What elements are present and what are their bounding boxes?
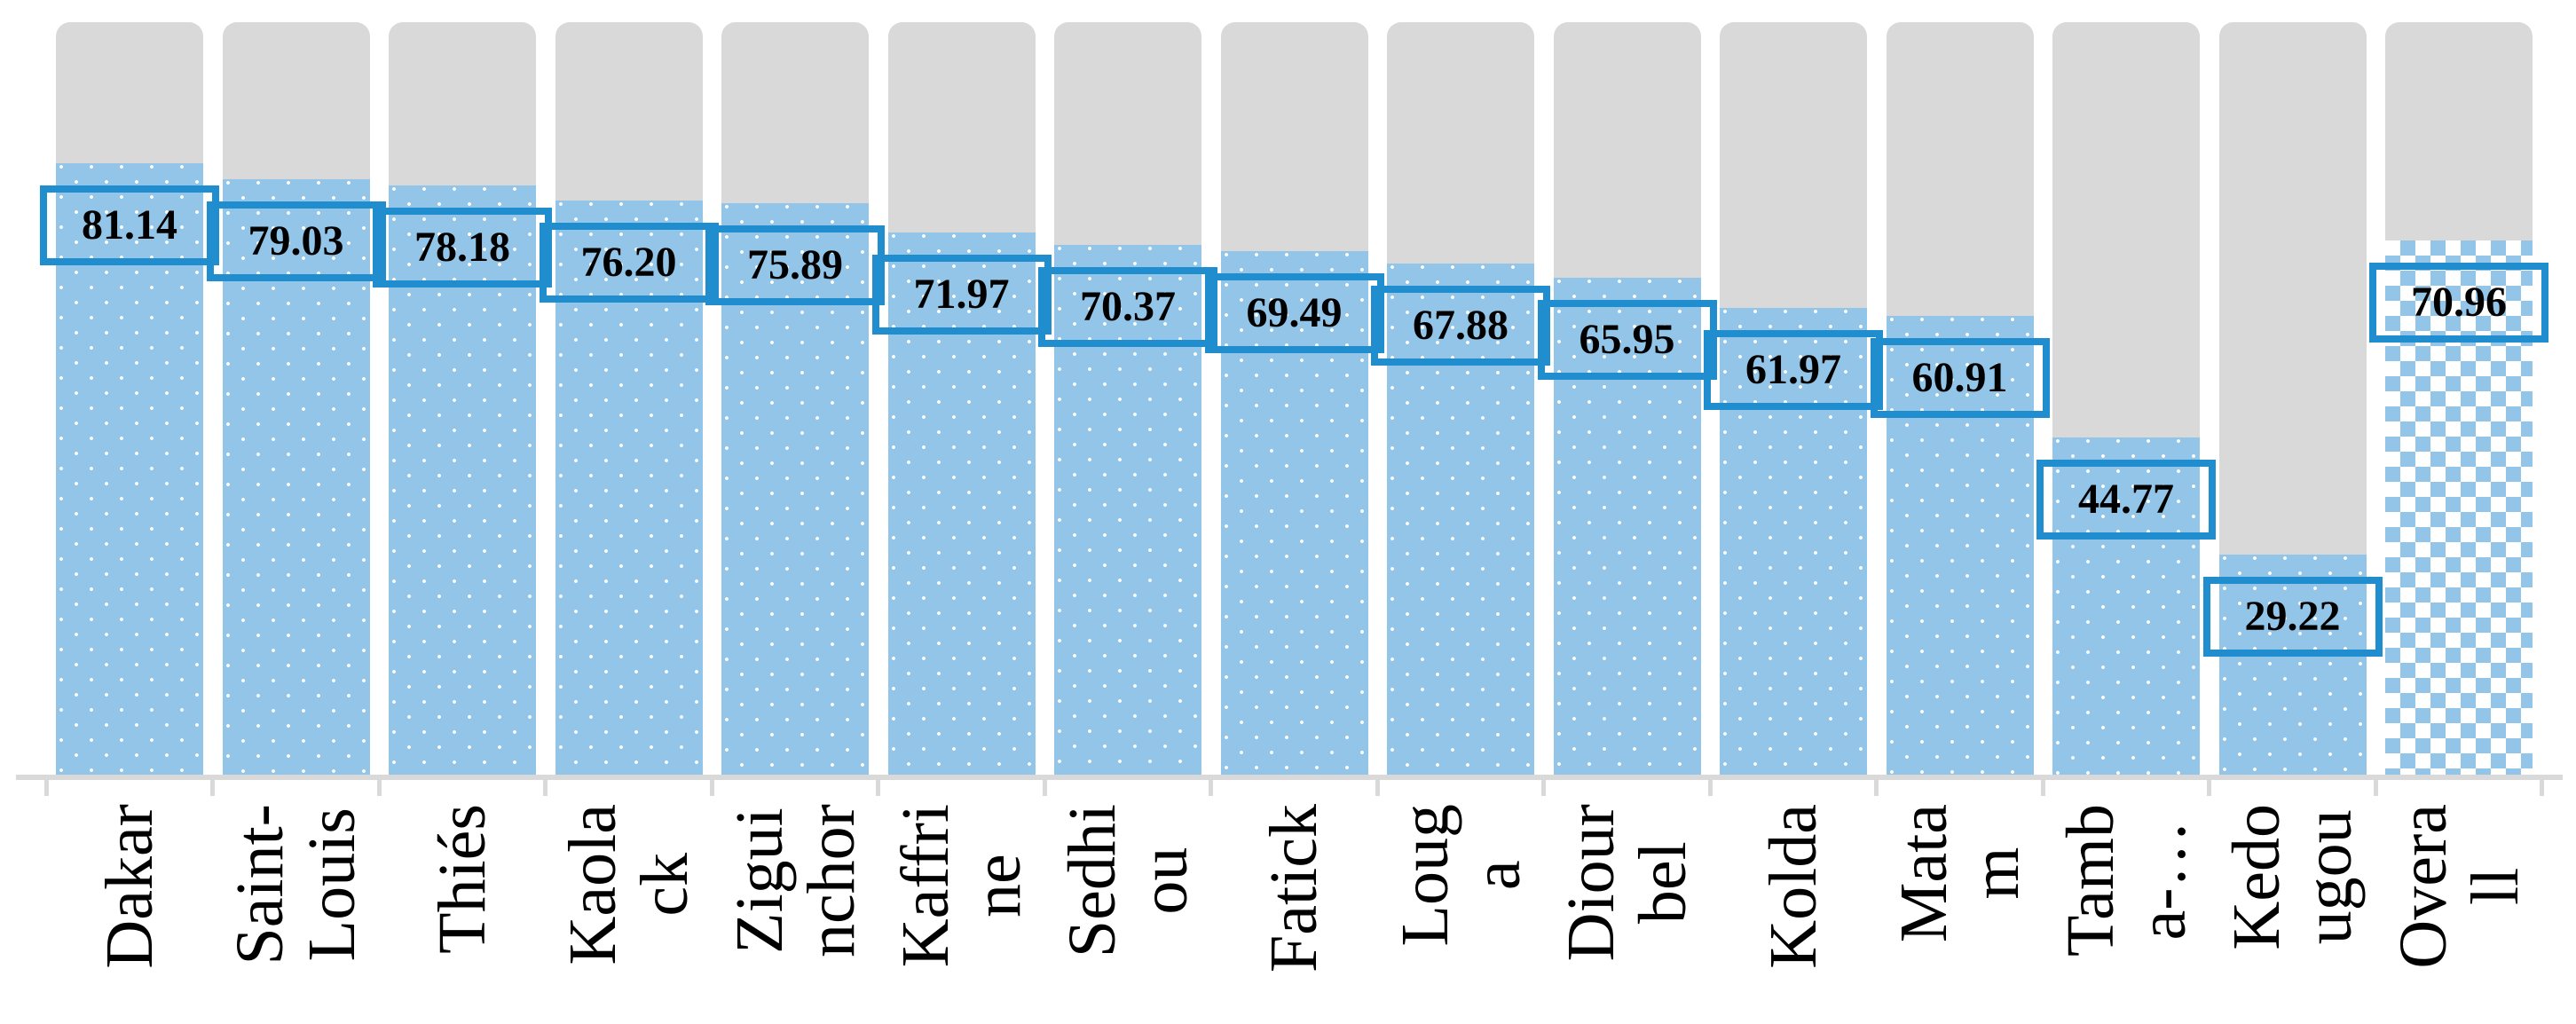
- value-label-box: 76.20: [539, 223, 719, 303]
- value-label: 69.49: [1246, 289, 1343, 337]
- value-label: 79.03: [248, 217, 344, 265]
- value-label: 70.37: [1080, 282, 1176, 330]
- axis-tick: [210, 775, 216, 796]
- value-label: 67.88: [1413, 301, 1509, 349]
- axis-tick: [1042, 775, 1047, 796]
- x-axis-label: Overa ll: [2385, 804, 2533, 969]
- bar-matam: [1886, 315, 2034, 775]
- x-axis-label: Diour bel: [1554, 804, 1700, 962]
- bar-overall: [2385, 240, 2533, 775]
- axis-tick: [1375, 775, 1380, 796]
- value-label: 76.20: [580, 239, 677, 287]
- value-label-box: 29.22: [2202, 576, 2383, 657]
- value-label: 70.96: [2411, 278, 2507, 326]
- axis-tick: [2040, 775, 2045, 796]
- value-label: 44.77: [2078, 475, 2174, 523]
- value-label: 60.91: [1911, 353, 2008, 401]
- x-axis-label: Kedo ugou: [2219, 804, 2366, 950]
- value-label-box: 65.95: [1537, 300, 1717, 381]
- axis-tick: [543, 775, 548, 796]
- x-axis-label: Dakar: [91, 804, 167, 969]
- axis-tick: [1707, 775, 1713, 796]
- bar-kolda: [1720, 307, 1867, 775]
- value-label-box: 71.97: [871, 254, 1052, 335]
- x-axis-label: Kaola ck: [555, 804, 702, 965]
- x-axis-label: Saint- Louis: [223, 804, 369, 965]
- x-axis-line: [16, 775, 2563, 780]
- value-label: 71.97: [913, 270, 1010, 318]
- value-label: 29.22: [2244, 592, 2341, 640]
- axis-tick: [2207, 775, 2212, 796]
- value-label-box: 44.77: [2036, 459, 2216, 540]
- axis-tick: [709, 775, 714, 796]
- value-label: 78.18: [414, 224, 510, 272]
- value-label-box: 78.18: [373, 208, 552, 288]
- bar-diourbel: [1553, 278, 1701, 775]
- bar-sedhiou: [1054, 244, 1201, 775]
- bar-louga: [1387, 263, 1534, 775]
- axis-tick: [1874, 775, 1879, 796]
- x-axis-label: Tamb a-…: [2052, 804, 2200, 957]
- axis-tick: [376, 775, 382, 796]
- value-label-box: 75.89: [705, 224, 885, 305]
- x-axis-label: Zigui nchor: [721, 804, 869, 958]
- x-axis-label: Fatick: [1256, 804, 1331, 973]
- x-axis-label: Kolda: [1755, 804, 1831, 969]
- x-axis-label: Loug a: [1387, 804, 1534, 947]
- x-axis-label: Mata m: [1887, 804, 2033, 943]
- x-axis-label: Sedhi ou: [1054, 804, 1201, 958]
- value-label-box: 70.96: [2369, 262, 2548, 343]
- axis-tick: [2373, 775, 2378, 796]
- axis-tick: [43, 775, 49, 796]
- bar-tamba: [2052, 437, 2200, 775]
- x-axis-label: Kaffri ne: [888, 804, 1035, 968]
- axis-tick: [876, 775, 881, 796]
- value-label-box: 61.97: [1704, 329, 1883, 410]
- value-label: 61.97: [1745, 345, 1841, 393]
- axis-tick: [1541, 775, 1547, 796]
- value-label: 81.14: [82, 201, 177, 249]
- value-label-box: 70.37: [1038, 266, 1217, 347]
- bar-kaffrine: [887, 232, 1036, 775]
- value-label-box: 60.91: [1870, 337, 2050, 418]
- value-label-box: 79.03: [206, 201, 386, 282]
- value-label: 65.95: [1579, 316, 1675, 364]
- value-label-box: 67.88: [1371, 285, 1550, 366]
- x-axis-label: Thiés: [424, 804, 500, 954]
- bar-kedougou: [2218, 554, 2367, 775]
- value-label-box: 69.49: [1204, 273, 1384, 354]
- axis-tick: [2540, 775, 2545, 796]
- bar-fatick: [1220, 251, 1368, 775]
- value-label: 75.89: [747, 240, 843, 288]
- value-label-box: 81.14: [40, 185, 219, 266]
- axis-tick: [1209, 775, 1214, 796]
